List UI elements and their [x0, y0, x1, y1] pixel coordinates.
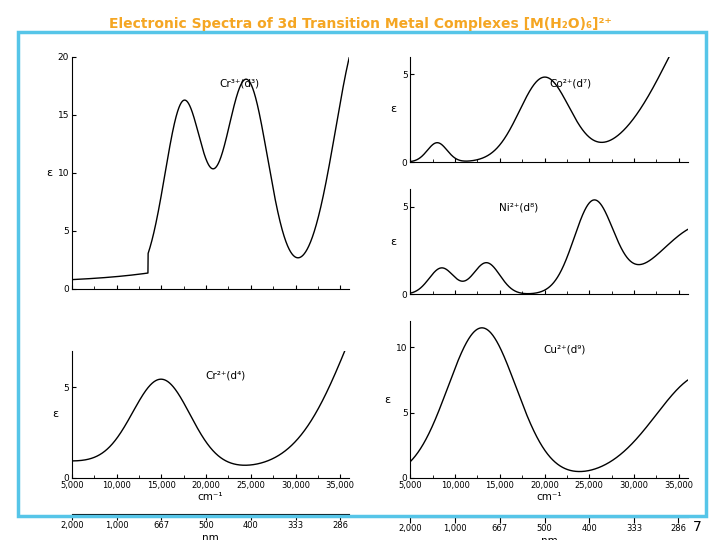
Y-axis label: ε: ε: [390, 104, 397, 114]
X-axis label: nm: nm: [541, 536, 557, 540]
Text: Cr²⁺(d⁴): Cr²⁺(d⁴): [205, 371, 246, 381]
Y-axis label: ε: ε: [46, 168, 53, 178]
X-axis label: cm⁻¹: cm⁻¹: [536, 492, 562, 502]
Text: Co²⁺(d⁷): Co²⁺(d⁷): [549, 78, 591, 88]
Y-axis label: ε: ε: [390, 237, 397, 247]
X-axis label: nm: nm: [202, 533, 219, 540]
Text: Cu²⁺(d⁹): Cu²⁺(d⁹): [544, 345, 586, 355]
Text: Electronic Spectra of 3d Transition Metal Complexes [M(H₂O)₆]²⁺: Electronic Spectra of 3d Transition Meta…: [109, 17, 611, 31]
X-axis label: cm⁻¹: cm⁻¹: [198, 492, 223, 502]
Text: Cr³⁺(d³): Cr³⁺(d³): [219, 79, 259, 89]
Text: 7: 7: [693, 519, 702, 534]
Y-axis label: ε: ε: [52, 409, 58, 420]
Y-axis label: ε: ε: [384, 395, 391, 404]
Text: Ni²⁺(d⁸): Ni²⁺(d⁸): [499, 202, 539, 212]
